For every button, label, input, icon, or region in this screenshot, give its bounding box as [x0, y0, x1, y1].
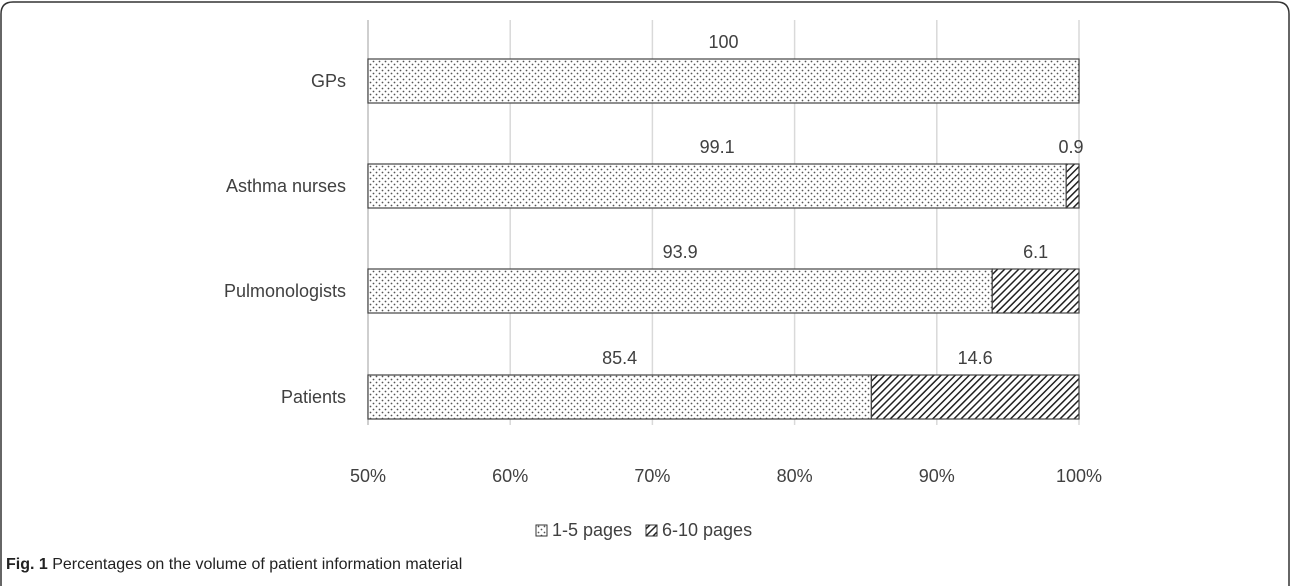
data-label-asthma-nurses-6-10-pages: 0.9	[1058, 137, 1083, 157]
legend-swatch-1-5-pages	[535, 524, 548, 537]
category-label-asthma-nurses: Asthma nurses	[226, 176, 346, 196]
data-label-asthma-nurses-1-5-pages: 99.1	[700, 137, 735, 157]
data-label-patients-1-5-pages: 85.4	[602, 348, 637, 368]
caption-lead: Fig. 1	[6, 556, 48, 573]
bar-asthma-nurses-6-10-pages	[1065, 163, 1080, 209]
legend-swatch-6-10-pages	[645, 524, 658, 537]
category-label-patients: Patients	[281, 387, 346, 407]
bar-patients-6-10-pages	[870, 374, 1080, 420]
x-tick-label-90: 90%	[919, 466, 955, 486]
category-label-pulmonologists: Pulmonologists	[224, 281, 346, 301]
data-label-pulmonologists-6-10-pages: 6.1	[1023, 242, 1048, 262]
caption-text: Percentages on the volume of patient inf…	[52, 556, 463, 573]
x-tick-label-100: 100%	[1056, 466, 1102, 486]
data-label-patients-6-10-pages: 14.6	[958, 348, 993, 368]
category-label-gps: GPs	[311, 71, 346, 91]
figure-caption: Fig. 1 Percentages on the volume of pati…	[6, 556, 462, 574]
legend-label-1-5-pages: 1-5 pages	[552, 520, 632, 540]
data-label-pulmonologists-1-5-pages: 93.9	[663, 242, 698, 262]
bar-pulmonologists-6-10-pages	[991, 268, 1080, 314]
bar-asthma-nurses-1-5-pages	[367, 163, 1067, 209]
bar-pulmonologists-1-5-pages	[367, 268, 993, 314]
legend-label-6-10-pages: 6-10 pages	[662, 520, 752, 540]
chart-plot-area: 50% 60% 70% 80% 90% 100% GPs 100 Asthma nurses 99…	[224, 20, 1102, 486]
bar-patients-1-5-pages	[367, 374, 872, 420]
x-tick-label-80: 80%	[777, 466, 813, 486]
x-tick-label-70: 70%	[634, 466, 670, 486]
chart-legend: 1-5 pages 6-10 pages	[535, 520, 752, 540]
x-tick-label-60: 60%	[492, 466, 528, 486]
data-label-gps-1-5-pages: 100	[708, 32, 738, 52]
x-tick-label-50: 50%	[350, 466, 386, 486]
bar-gps-1-5-pages	[367, 58, 1080, 104]
